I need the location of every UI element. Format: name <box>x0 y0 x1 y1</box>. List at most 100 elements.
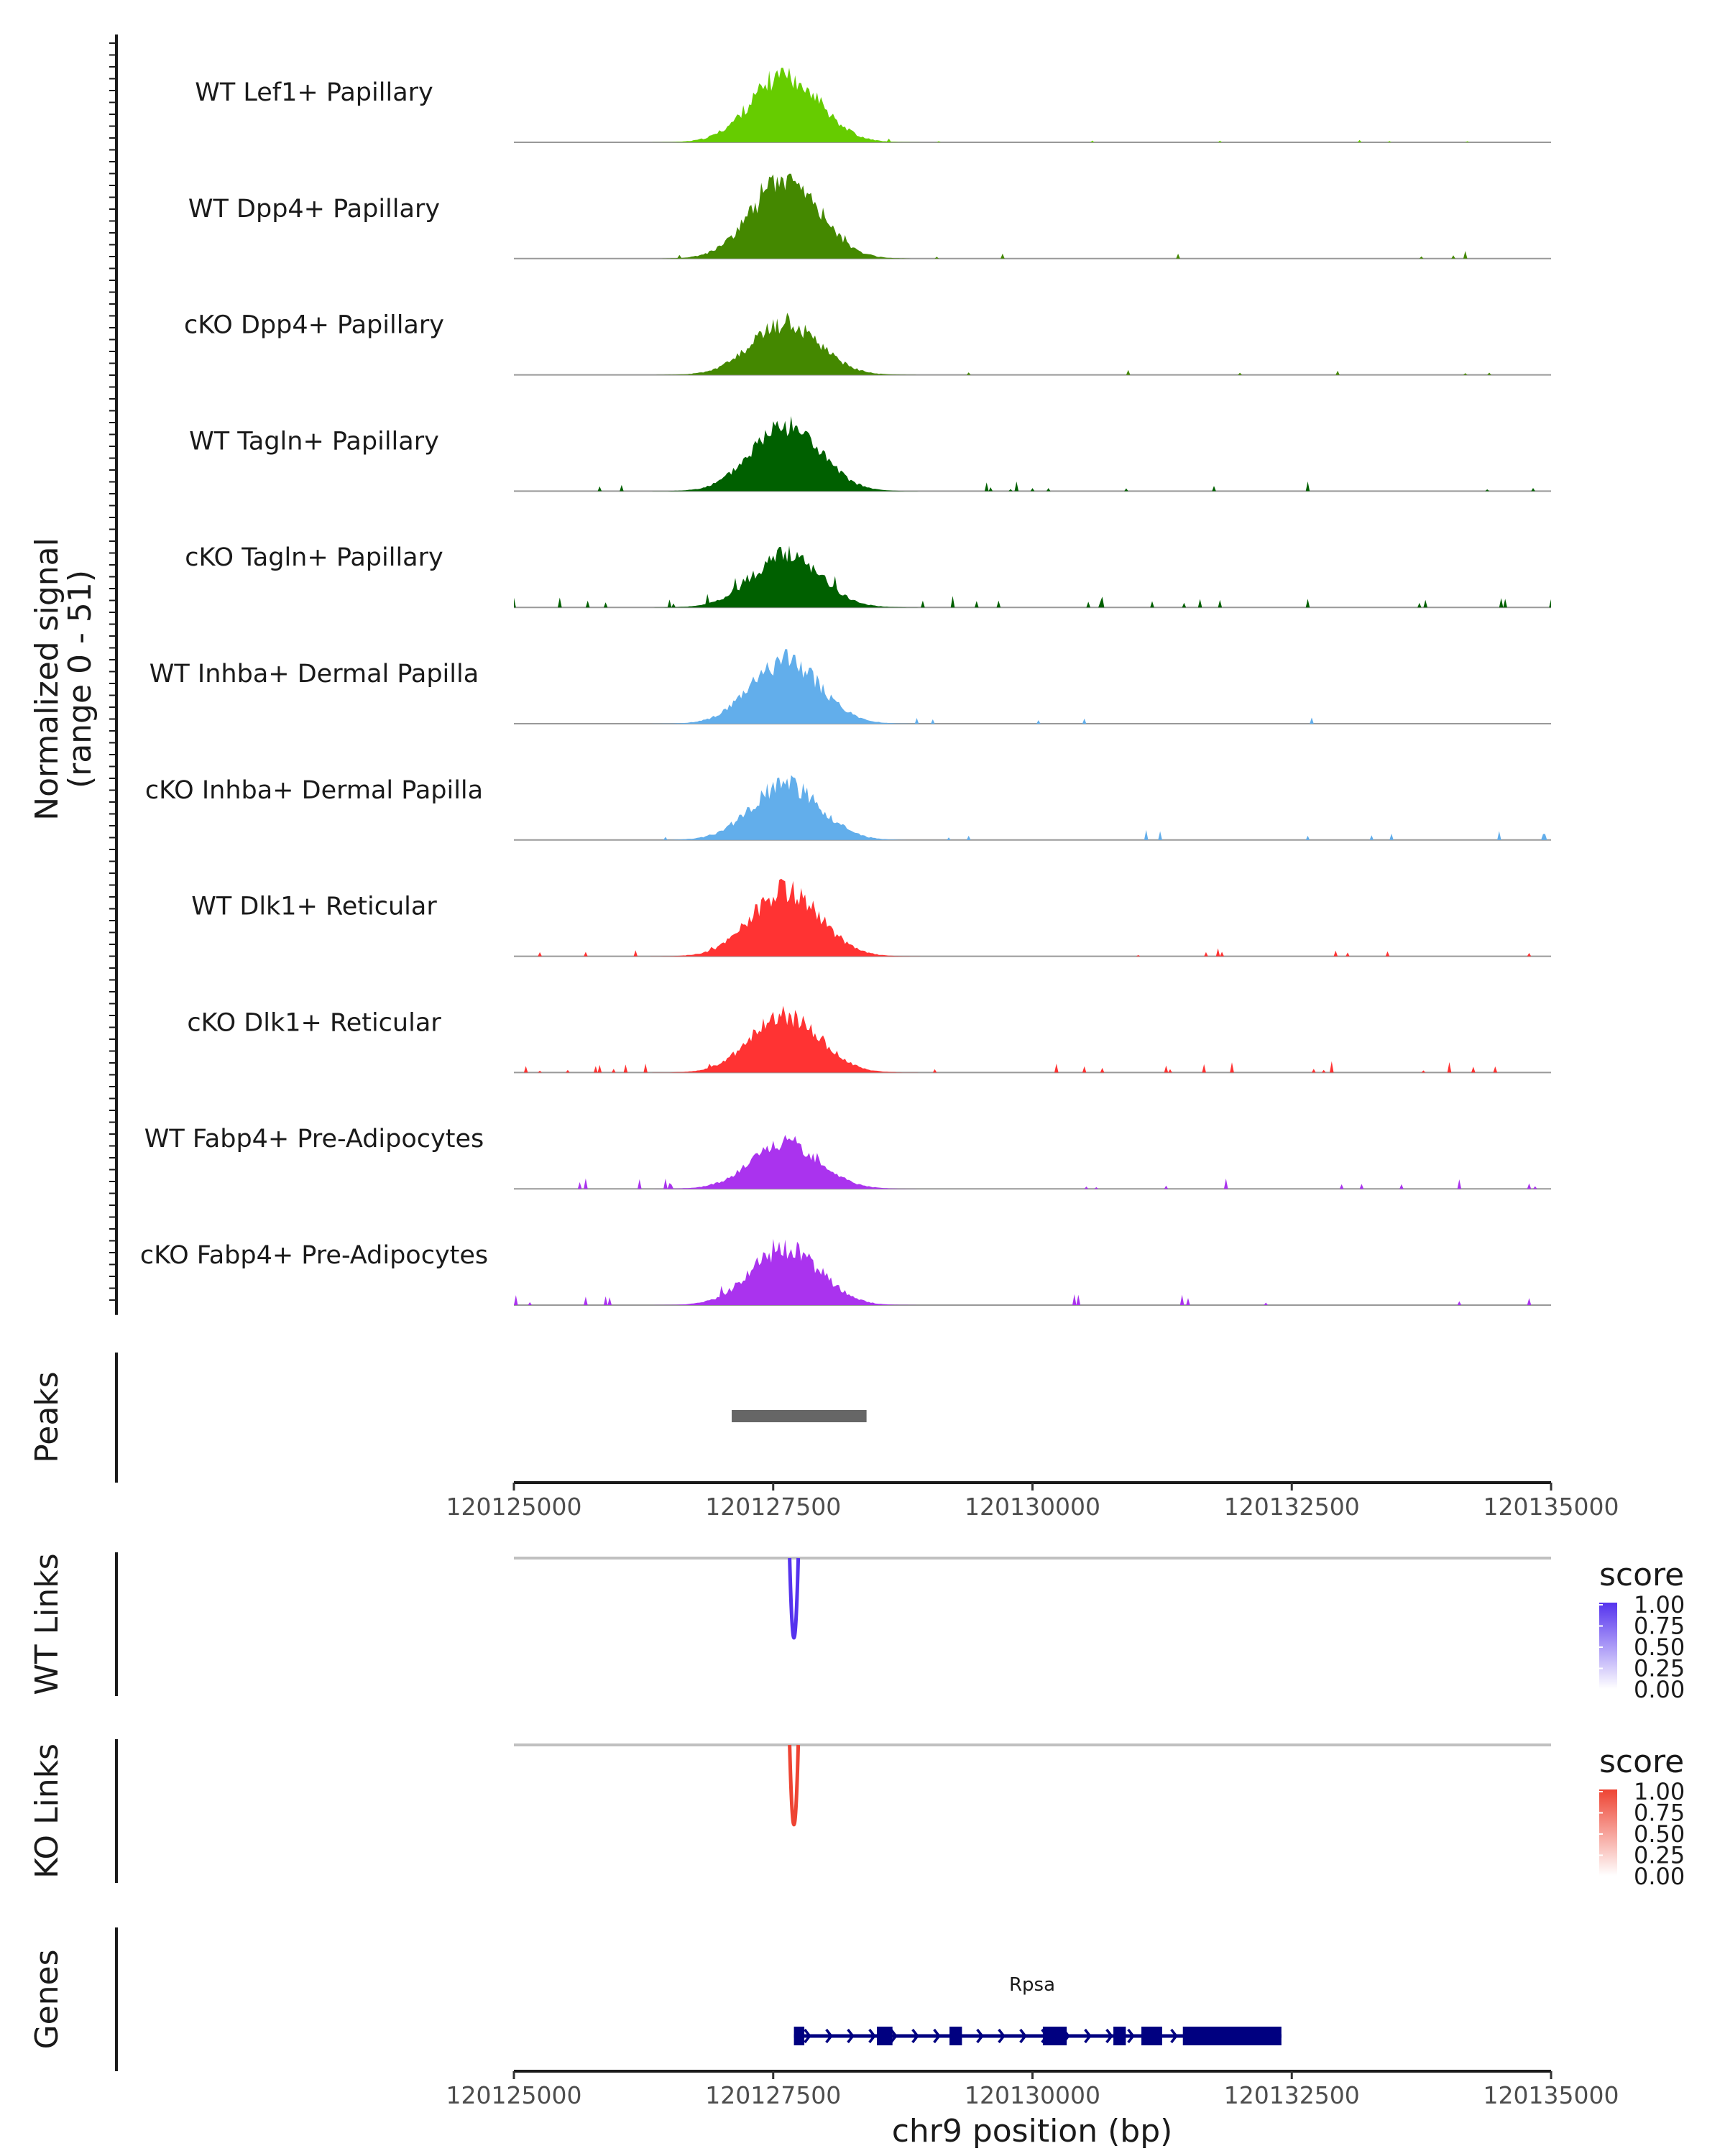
x-tick-label: 120135000 <box>1484 1493 1619 1521</box>
link-arc <box>788 1557 801 1640</box>
track-label: WT Fabp4+ Pre-Adipocytes <box>144 1125 484 1153</box>
strand-arrow <box>868 2028 876 2044</box>
legend-tick-label: 0.50 <box>1634 1634 1685 1661</box>
gene-name-label: Rpsa <box>1009 1974 1055 1996</box>
coverage-area <box>514 545 1551 608</box>
x-tick-label: 120125000 <box>446 1493 582 1521</box>
legend-tick-label: 1.00 <box>1634 1778 1685 1805</box>
gene-exon <box>1141 2027 1162 2045</box>
track-label: WT Tagln+ Papillary <box>189 427 439 456</box>
coverage-ylabel-2: (range 0 - 51) <box>62 570 98 788</box>
ko-links-legend: score 1.000.750.500.250.00 <box>1599 1743 1685 1890</box>
strand-arrow <box>1019 2028 1027 2044</box>
strand-arrow <box>825 2028 833 2044</box>
coverage-area <box>514 775 1551 840</box>
coverage-y-axis <box>109 34 118 1315</box>
track-label: WT Inhba+ Dermal Papilla <box>150 660 479 688</box>
x-tick-label: 120132500 <box>1224 2081 1360 2109</box>
coverage-area <box>514 1238 1551 1305</box>
coverage-area <box>514 1135 1551 1189</box>
strand-arrow <box>976 2028 984 2044</box>
coverage-area <box>514 313 1551 375</box>
strand-arrow <box>911 2028 919 2044</box>
wt-links-label: WT Links <box>29 1553 65 1695</box>
coverage-track: WT Lef1+ Papillary <box>195 68 1551 143</box>
strand-arrow <box>890 2028 898 2044</box>
track-label: cKO Dpp4+ Papillary <box>184 311 444 340</box>
legend-tick-label: 0.25 <box>1634 1842 1685 1869</box>
coverage-area <box>514 68 1551 142</box>
x-tick-label: 120127500 <box>705 1493 841 1521</box>
coverage-area <box>514 878 1551 957</box>
x-axis-bottom: 120125000 120127500 120130000 120132500 1201… <box>446 2070 1619 2109</box>
track-label: WT Dlk1+ Reticular <box>191 893 437 921</box>
strand-arrow <box>933 2028 941 2044</box>
legend-tick-label: 0.25 <box>1634 1655 1685 1682</box>
ko-legend-title: score <box>1599 1743 1684 1780</box>
coverage-track: WT Dlk1+ Reticular <box>191 878 1551 957</box>
legend-colorbar <box>1599 1603 1617 1689</box>
legend-colorbar <box>1599 1789 1617 1876</box>
coverage-track: WT Fabp4+ Pre-Adipocytes <box>144 1125 1551 1190</box>
gene-exon <box>877 2027 893 2045</box>
coverage-track: WT Tagln+ Papillary <box>189 415 1551 492</box>
strand-arrow <box>1084 2028 1092 2044</box>
ko-legend-scale: 1.000.750.500.250.00 <box>1599 1778 1685 1890</box>
track-label: cKO Tagln+ Papillary <box>185 543 443 572</box>
gene-exon <box>794 2027 805 2045</box>
track-label: cKO Inhba+ Dermal Papilla <box>145 776 483 805</box>
gene-model <box>794 2027 1282 2045</box>
wt-links-legend: score 1.000.750.500.250.00 <box>1599 1557 1685 1703</box>
track-label: WT Lef1+ Papillary <box>195 78 433 107</box>
legend-tick-label: 1.00 <box>1634 1591 1685 1618</box>
coverage-area <box>514 649 1551 724</box>
x-tick-label: 120127500 <box>705 2081 841 2109</box>
legend-tick-label: 0.00 <box>1634 1863 1685 1890</box>
coverage-area <box>514 173 1551 259</box>
wt-legend-title: score <box>1599 1557 1684 1593</box>
coverage-area <box>514 1005 1551 1073</box>
peaks-track <box>732 1410 867 1422</box>
peaks-label: Peaks <box>29 1371 65 1462</box>
link-arc <box>788 1744 801 1827</box>
coverage-track: cKO Inhba+ Dermal Papilla <box>145 775 1551 841</box>
legend-tick-label: 0.75 <box>1634 1613 1685 1640</box>
gene-exon <box>1042 2027 1067 2045</box>
gene-exon <box>949 2027 962 2045</box>
strand-arrow <box>1105 2028 1113 2044</box>
track-label: cKO Fabp4+ Pre-Adipocytes <box>140 1241 488 1270</box>
gene-exon <box>1113 2027 1126 2045</box>
strand-arrow <box>1170 2028 1178 2044</box>
wt-legend-scale: 1.000.750.500.250.00 <box>1599 1591 1685 1703</box>
strand-arrow <box>1127 2028 1135 2044</box>
track-label: WT Dpp4+ Papillary <box>188 195 440 224</box>
x-tick-label: 120130000 <box>965 1493 1100 1521</box>
coverage-track: cKO Dpp4+ Papillary <box>184 311 1551 376</box>
gene-exon <box>1182 2027 1282 2045</box>
strand-arrow <box>998 2028 1006 2044</box>
coverage-track: WT Inhba+ Dermal Papilla <box>150 649 1551 724</box>
coverage-area <box>514 415 1551 492</box>
coverage-track: cKO Tagln+ Papillary <box>185 543 1551 609</box>
coverage-track: cKO Fabp4+ Pre-Adipocytes <box>140 1238 1551 1306</box>
x-axis-title: chr9 position (bp) <box>892 2113 1173 2150</box>
coverage-track: WT Dpp4+ Papillary <box>188 173 1551 259</box>
strand-arrow <box>847 2028 855 2044</box>
strand-arrow <box>804 2028 811 2044</box>
x-tick-label: 120130000 <box>965 2081 1100 2109</box>
coverage-track: cKO Dlk1+ Reticular <box>187 1005 1551 1074</box>
track-label: cKO Dlk1+ Reticular <box>187 1008 441 1037</box>
x-tick-label: 120135000 <box>1484 2081 1619 2109</box>
x-tick-label: 120132500 <box>1224 1493 1360 1521</box>
legend-tick-label: 0.75 <box>1634 1800 1685 1827</box>
peak-interval <box>732 1410 867 1422</box>
coverage-tracks: WT Lef1+ Papillary WT Dpp4+ Papillary cKO … <box>140 68 1551 1306</box>
x-axis-top: 120125000 120127500 120130000 120132500 1201… <box>446 1481 1619 1521</box>
legend-tick-label: 0.50 <box>1634 1820 1685 1848</box>
coverage-ylabel-1: Normalized signal <box>29 538 65 821</box>
legend-tick-label: 0.00 <box>1634 1676 1685 1703</box>
links-tracks <box>514 1557 1551 1827</box>
genes-label: Genes <box>29 1949 65 2049</box>
ko-links-label: KO Links <box>29 1743 65 1879</box>
